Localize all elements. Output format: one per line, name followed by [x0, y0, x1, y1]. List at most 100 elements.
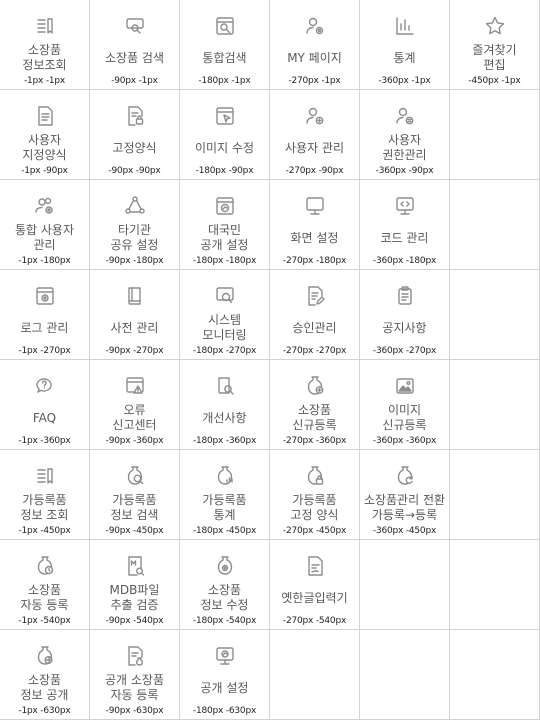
- share-network-icon: [123, 194, 147, 218]
- image-icon: [393, 374, 417, 398]
- sprite-cell: 가등록품 정보 조회 -1px -450px: [0, 450, 90, 540]
- cell-label: 소장품 자동 등록: [20, 583, 69, 612]
- sprite-cell: 대국민 공개 설정 -180px -180px: [180, 180, 270, 270]
- sprite-cell: 소장품 정보 공개 -1px -630px: [0, 630, 90, 720]
- sprite-offset-label: -1px -270px: [18, 346, 71, 356]
- vase-clock-icon: [33, 554, 57, 578]
- sprite-cell: 소장품 검색 -90px -1px: [90, 0, 180, 90]
- mdb-file-icon: [123, 554, 147, 578]
- sprite-cell: 사용자 관리 -270px -90px: [270, 90, 360, 180]
- cell-label: 공개 설정: [200, 681, 249, 695]
- sprite-offset-label: -360px -180px: [372, 256, 437, 266]
- vase-lock-icon: [303, 464, 327, 488]
- sprite-offset-label: -180px -180px: [192, 256, 257, 266]
- sprite-offset-label: -1px -540px: [18, 616, 71, 626]
- cell-label: 소장품 정보 공개: [20, 673, 69, 702]
- sprite-cell: 소장품 신규등록 -270px -360px: [270, 360, 360, 450]
- cell-label: MY 페이지: [287, 51, 342, 65]
- cell-label: 소장품 신규등록: [292, 403, 337, 432]
- sprite-offset-label: -360px -270px: [372, 346, 437, 356]
- sprite-offset-label: -180px -450px: [192, 526, 257, 536]
- sprite-offset-label: -90px -540px: [105, 616, 164, 626]
- empty-cell: [360, 630, 450, 720]
- sprite-cell: 옛한글입력기 -270px -540px: [270, 540, 360, 630]
- sprite-cell: 소장품관리 전환 가등록→등록 -360px -450px: [360, 450, 450, 540]
- empty-cell: [450, 180, 540, 270]
- book-search-icon: [213, 374, 237, 398]
- book-icon: [123, 284, 147, 308]
- empty-cell: [450, 90, 540, 180]
- window-cursor-icon: [213, 104, 237, 128]
- sprite-cell: 즐겨찾기 편집 -450px -1px: [450, 0, 540, 90]
- clipboard-icon: [393, 284, 417, 308]
- sprite-cell: 고정양식 -90px -90px: [90, 90, 180, 180]
- cell-label: 소장품 정보조회: [22, 43, 67, 72]
- sprite-cell: 통합 사용자 관리 -1px -180px: [0, 180, 90, 270]
- sprite-cell: 이미지 신규등록 -360px -360px: [360, 360, 450, 450]
- sprite-offset-label: -360px -360px: [372, 436, 437, 446]
- sprite-cell: 소장품 자동 등록 -1px -540px: [0, 540, 90, 630]
- sprite-cell: 소장품 정보 수정 -180px -540px: [180, 540, 270, 630]
- empty-cell: [360, 540, 450, 630]
- sprite-offset-label: -180px -90px: [195, 166, 254, 176]
- cell-label: 통계: [393, 51, 416, 65]
- sprite-cell: 코드 관리 -360px -180px: [360, 180, 450, 270]
- cell-label: MDB파일 추출 검증: [109, 583, 160, 612]
- user-gear-icon: [303, 14, 327, 38]
- faq-chat-icon: [33, 374, 57, 398]
- sprite-offset-label: -1px -450px: [18, 526, 71, 536]
- sprite-cell: 화면 설정 -270px -180px: [270, 180, 360, 270]
- sprite-offset-label: -270px -360px: [282, 436, 347, 446]
- sprite-offset-label: -270px -450px: [282, 526, 347, 536]
- empty-cell: [450, 630, 540, 720]
- cell-label: FAQ: [32, 411, 57, 425]
- sprite-offset-label: -90px -90px: [108, 166, 161, 176]
- vase-refresh-icon: [393, 464, 417, 488]
- cell-label: 공지사항: [382, 321, 427, 335]
- monitor-icon: [303, 194, 327, 218]
- empty-cell: [270, 630, 360, 720]
- sprite-cell: MY 페이지 -270px -1px: [270, 0, 360, 90]
- vase-chart-icon: [213, 464, 237, 488]
- sprite-cell: MDB파일 추출 검증 -90px -540px: [90, 540, 180, 630]
- list-book-icon: [33, 464, 57, 488]
- cell-label: 오류 신고센터: [112, 403, 157, 432]
- sprite-cell: 가등록품 통계 -180px -450px: [180, 450, 270, 540]
- cell-label: 사전 관리: [110, 321, 159, 335]
- empty-cell: [450, 450, 540, 540]
- cell-label: 소장품관리 전환 가등록→등록: [363, 493, 446, 522]
- vase-gear-icon: [213, 554, 237, 578]
- document-icon: [33, 104, 57, 128]
- sprite-cell: 소장품 정보조회 -1px -1px: [0, 0, 90, 90]
- cell-label: 소장품 검색: [104, 51, 164, 65]
- cell-label: 이미지 수정: [194, 141, 254, 155]
- cell-label: 사용자 권한관리: [382, 133, 427, 162]
- cell-label: 옛한글입력기: [281, 591, 348, 605]
- sprite-offset-label: -1px -90px: [21, 166, 68, 176]
- cell-label: 화면 설정: [290, 231, 339, 245]
- window-warning-icon: [123, 374, 147, 398]
- vase-add-icon: [303, 374, 327, 398]
- vase-globe-icon: [33, 644, 57, 668]
- cell-label: 소장품 정보 수정: [200, 583, 249, 612]
- sprite-offset-label: -90px -1px: [111, 76, 158, 86]
- users-gear-icon: [33, 194, 57, 218]
- cell-label: 가등록품 통계: [202, 493, 247, 522]
- sprite-offset-label: -180px -630px: [192, 706, 257, 716]
- sprite-offset-label: -450px -1px: [468, 76, 521, 86]
- sprite-offset-label: -180px -1px: [198, 76, 251, 86]
- sprite-offset-label: -90px -450px: [105, 526, 164, 536]
- cell-label: 이미지 신규등록: [382, 403, 427, 432]
- sprite-cell: 가등록품 정보 검색 -90px -450px: [90, 450, 180, 540]
- sprite-offset-label: -1px -360px: [18, 436, 71, 446]
- vase-search-icon: [123, 464, 147, 488]
- cell-label: 통합 사용자 관리: [14, 223, 74, 252]
- cell-label: 고정양식: [112, 141, 157, 155]
- sprite-cell: 타기관 공유 설정 -90px -180px: [90, 180, 180, 270]
- cell-label: 통합검색: [202, 51, 247, 65]
- sprite-offset-label: -360px -90px: [375, 166, 434, 176]
- sprite-offset-label: -270px -540px: [282, 616, 347, 626]
- screen-magnifier-icon: [213, 284, 237, 308]
- cell-label: 즐겨찾기 편집: [472, 43, 517, 72]
- sprite-offset-label: -90px -270px: [105, 346, 164, 356]
